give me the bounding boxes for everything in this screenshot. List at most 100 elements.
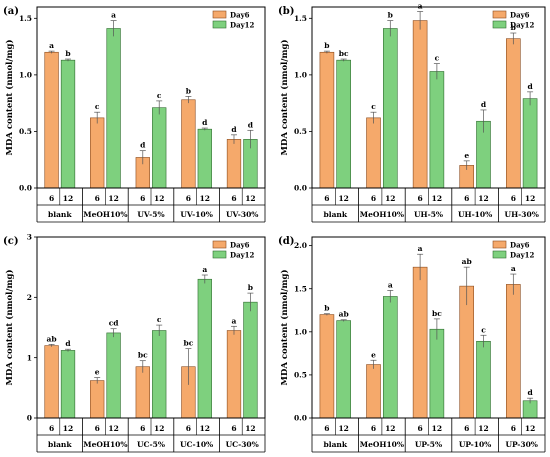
bar-day6 [44,345,59,419]
sub-tick-label: 12 [108,424,118,433]
panel-label: (a) [3,6,19,17]
panel-label: (d) [278,236,294,247]
significance-label: c [157,315,162,324]
significance-label: b [324,304,329,313]
bar-day12 [522,98,538,189]
bar-day6 [226,330,242,419]
significance-label: e [464,151,469,160]
y-tick-label: 0.5 [19,127,32,136]
sub-tick-label: 6 [231,424,236,433]
significance-label: a [511,264,516,273]
bar-day12 [476,340,491,419]
significance-label: d [140,141,146,150]
sub-tick-label: 6 [464,194,469,203]
category-label: UV-5% [137,210,164,219]
y-tick-label: 1.0 [19,70,32,79]
y-tick-label: 1.5 [294,14,307,23]
significance-label: d [527,82,533,91]
sub-tick-label: 12 [154,194,164,203]
bar-day6 [319,51,335,189]
sub-tick-label: 6 [49,424,54,433]
significance-label: a [49,41,54,50]
bar-day12 [197,128,212,189]
bar-day6 [44,51,59,189]
legend-label: Day12 [230,251,255,260]
bar-day12 [152,107,167,189]
bar-day12 [429,71,445,189]
significance-label: b [65,49,70,58]
significance-label: a [111,11,116,20]
sub-tick-label: 12 [338,424,348,433]
y-axis-label: MDA content (nmol/mg) [4,40,15,156]
significance-label: cd [109,319,120,328]
significance-label: b [248,283,253,292]
sub-tick-label: 12 [432,194,442,203]
chart-panel: (d) MDA content (nmol/mg) 0.0 0.5 1.0 1.5 2.0 b… [278,236,546,453]
category-label: UH-5% [414,210,443,219]
bar-day6 [459,285,475,419]
significance-label: bc [138,351,148,360]
sub-tick-label: 12 [63,194,73,203]
category-label: UV-10% [180,210,213,219]
sub-tick-label: 12 [245,424,255,433]
bar-day12 [197,278,212,419]
y-tick-label: 3 [27,233,32,242]
legend-label: Day6 [230,241,250,250]
bar-day12 [60,59,76,189]
y-tick-label: 2 [27,293,32,302]
significance-label: d [481,100,487,109]
category-label: blank [48,440,72,449]
category-label: UV-30% [226,210,259,219]
legend-label: Day12 [230,21,255,30]
bar-day6 [319,314,335,419]
significance-label: a [232,316,237,325]
sub-tick-label: 6 [95,194,100,203]
bar-day12 [382,296,398,419]
bar-day12 [382,28,398,189]
sub-tick-label: 6 [231,194,236,203]
bar-day6 [366,117,381,189]
bar-day6 [412,266,428,419]
significance-label: c [157,91,162,100]
significance-label: bc [432,309,442,318]
legend-label: Day6 [510,11,530,20]
sub-tick-label: 12 [385,424,395,433]
y-tick-label: 0.0 [19,184,32,193]
significance-label: a [388,280,393,289]
sub-tick-label: 6 [511,194,516,203]
category-label: UC-10% [180,440,213,449]
significance-label: b [388,11,393,20]
bar-day6 [226,139,242,189]
sub-tick-label: 6 [95,424,100,433]
category-label: MeOH10% [360,440,404,449]
category-label: MeOH10% [360,210,404,219]
category-label: UC-5% [137,440,165,449]
legend-label: Day6 [230,11,250,20]
y-tick-label: 0.5 [294,127,307,136]
legend-label: Day12 [510,251,535,260]
y-tick-label: 1.5 [19,14,32,23]
y-tick-label: 2.0 [294,241,307,250]
sub-tick-label: 12 [525,194,535,203]
y-tick-label: 1.0 [294,327,307,336]
y-tick-label: 1.0 [294,70,307,79]
sub-tick-label: 12 [108,194,118,203]
category-label: UP-10% [459,440,491,449]
legend-swatch [492,240,507,249]
significance-label: c [95,102,100,111]
bar-day12 [429,328,445,419]
sub-tick-label: 12 [154,424,164,433]
significance-label: d [527,388,533,397]
sub-tick-label: 12 [338,194,348,203]
significance-label: c [371,102,376,111]
category-label: MeOH10% [83,210,127,219]
category-label: UH-30% [505,210,539,219]
bar-day6 [506,38,521,189]
significance-label: b [324,41,329,50]
legend-label: Day6 [510,241,530,250]
sub-tick-label: 12 [478,424,488,433]
bar-day12 [336,59,351,189]
chart-panel: (a) MDA content (nmol/mg) 0.0 0.5 1.0 1.5 a 6 b 1… [3,6,266,223]
significance-label: d [231,125,237,134]
